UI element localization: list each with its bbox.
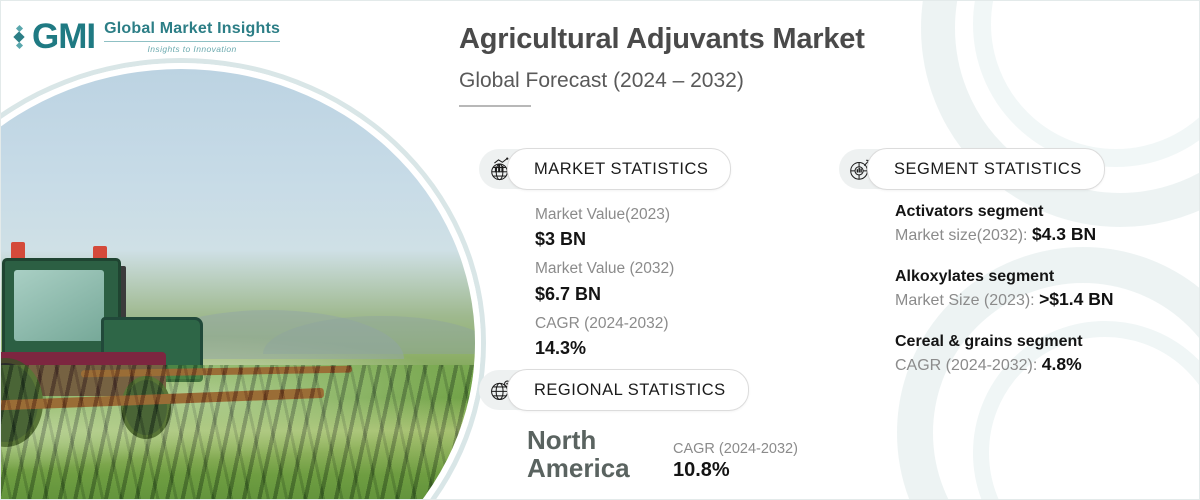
segment-metric: Market size(2032): $4.3 BN (895, 224, 1113, 245)
segment-item: Activators segment Market size(2032): $4… (895, 203, 1113, 245)
market-value-2032-label: Market Value (2032) (535, 260, 675, 278)
segment-statistics-block: SEGMENT STATISTICS Activators segment Ma… (839, 148, 1113, 398)
market-statistics-list: Market Value(2023) $3 BN Market Value (2… (479, 203, 731, 361)
market-value-2023-label: Market Value(2023) (535, 206, 670, 223)
regional-statistics-block: REGIONAL STATISTICS North America CAGR (… (479, 369, 798, 482)
segment-item: Cereal & grains segment CAGR (2024-2032)… (895, 333, 1113, 375)
market-cagr-value: 14.3% (535, 337, 587, 358)
tractor-beacon-icon (10, 241, 25, 260)
market-cagr-label: CAGR (2024-2032) (535, 314, 669, 332)
segment-metric-label: Market Size (2023): (895, 292, 1035, 309)
logo-divider (104, 40, 281, 42)
segment-metric-value: >$1.4 BN (1039, 289, 1114, 309)
market-statistics-label: MARKET STATISTICS (507, 148, 732, 190)
segment-item: Alkoxylates segment Market Size (2023): … (895, 268, 1113, 310)
crop-field-texture (1, 364, 475, 499)
segment-metric-label: CAGR (2024-2032): (895, 357, 1038, 374)
regional-statistics-header: REGIONAL STATISTICS (479, 369, 749, 411)
tractor-window (13, 269, 104, 341)
segment-metric-value: $4.3 BN (1031, 224, 1097, 244)
hero-photo: sales@gminsights.com www (1, 63, 481, 499)
logo-tagline: Insights to Innovation (147, 43, 237, 54)
page-title: Agricultural Adjuvants Market (459, 23, 865, 55)
region-metric: CAGR (2024-2032) 10.8% (673, 441, 798, 482)
segment-name: Alkoxylates segment (895, 268, 1055, 285)
segment-statistics-header: SEGMENT STATISTICS (839, 148, 1105, 190)
logo-company-name: Global Market Insights (104, 19, 281, 37)
segment-metric-value: 4.8% (1041, 354, 1082, 374)
tractor-front-wheel (120, 376, 172, 440)
page-subtitle: Global Forecast (2024 – 2032) (459, 69, 744, 92)
hero-photo-image (1, 69, 475, 499)
region-cagr-label: CAGR (2024-2032) (673, 441, 798, 458)
market-statistics-block: MARKET STATISTICS Market Value(2023) $3 … (479, 148, 732, 366)
regional-statistics-content: North America CAGR (2024-2032) 10.8% (479, 426, 798, 482)
tractor-illustration (1, 241, 353, 448)
decorative-arc-top-right-inner (973, 1, 1199, 167)
logo-gmi-mark: GMI (32, 17, 96, 56)
segment-name: Activators segment (895, 203, 1044, 220)
logo-diamond-mark-icon (13, 24, 25, 49)
market-statistics-header: MARKET STATISTICS (479, 148, 732, 190)
title-underline (459, 105, 531, 107)
region-name: North America (527, 425, 630, 484)
segment-metric: CAGR (2024-2032): 4.8% (895, 354, 1113, 375)
market-value-2032-value: $6.7 BN (535, 283, 602, 304)
brand-logo[interactable]: GMI Global Market Insights Insights to I… (13, 17, 281, 56)
segment-statistics-list: Activators segment Market size(2032): $4… (839, 203, 1113, 375)
segment-name: Cereal & grains segment (895, 333, 1083, 350)
regional-statistics-label: REGIONAL STATISTICS (507, 369, 749, 411)
segment-metric-label: Market size(2032): (895, 227, 1028, 244)
header-block: Agricultural Adjuvants Market Global For… (459, 23, 865, 107)
segment-statistics-label: SEGMENT STATISTICS (867, 148, 1105, 190)
market-value-2023-value: $3 BN (535, 229, 587, 250)
segment-metric: Market Size (2023): >$1.4 BN (895, 289, 1113, 310)
region-cagr-value: 10.8% (673, 459, 730, 482)
